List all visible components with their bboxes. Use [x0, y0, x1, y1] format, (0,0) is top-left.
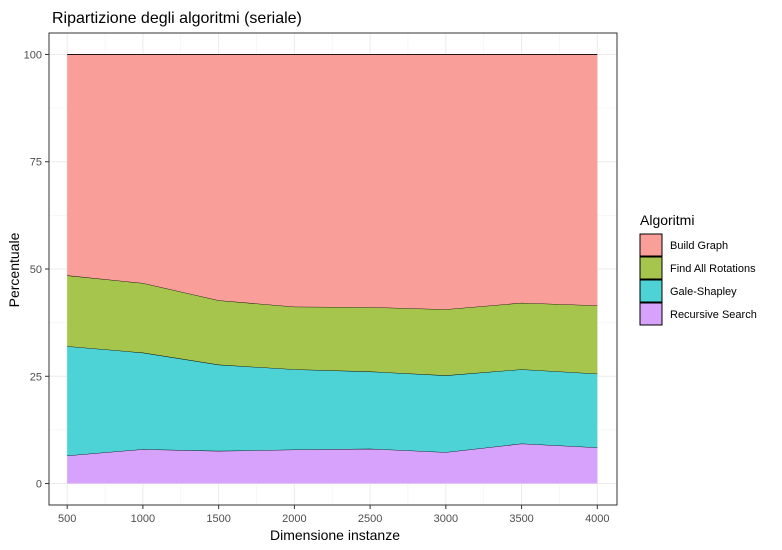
legend-label-find-all-rotations: Find All Rotations: [670, 263, 756, 275]
x-axis-label: Dimensione instanze: [270, 527, 400, 543]
legend-label-gale-shapley: Gale-Shapley: [670, 286, 737, 298]
y-tick-label: 75: [30, 157, 42, 169]
area-find-all-rotations: [67, 275, 598, 376]
legend-key-recursive-search: [639, 302, 663, 326]
legend-key-gale-shapley: [639, 279, 663, 303]
x-tick-label: 3500: [509, 513, 533, 525]
y-axis-label: Percentuale: [6, 232, 22, 307]
x-tick-label: 2500: [358, 513, 382, 525]
legend-label-build-graph: Build Graph: [670, 240, 728, 252]
legend-key-find-all-rotations: [639, 256, 663, 280]
y-tick-label: 0: [36, 479, 42, 491]
area-recursive-search: [67, 443, 598, 484]
y-axis: 0 25 50 75 100: [24, 49, 49, 491]
plot-area: [48, 32, 618, 506]
legend: Algoritmi Build Graph Find All Rotations G…: [639, 212, 757, 326]
area-build-graph: [67, 54, 598, 310]
legend-key-build-graph: [639, 233, 663, 257]
x-tick-label: 1500: [206, 513, 230, 525]
legend-label-recursive-search: Recursive Search: [670, 309, 757, 321]
legend-title: Algoritmi: [640, 212, 694, 228]
y-tick-label: 50: [30, 264, 42, 276]
x-axis: 500 1000 1500 2000 2500 3000 3500 4000: [58, 505, 610, 525]
x-tick-label: 2000: [282, 513, 306, 525]
y-tick-label: 25: [30, 371, 42, 383]
area-gale-shapley: [67, 346, 598, 456]
chart-title: Ripartizione degli algoritmi (seriale): [52, 10, 302, 27]
x-tick-label: 1000: [131, 513, 155, 525]
x-tick-label: 500: [58, 513, 76, 525]
x-tick-label: 3000: [434, 513, 458, 525]
area-layers: [67, 54, 598, 484]
x-tick-label: 4000: [585, 513, 609, 525]
y-tick-label: 100: [24, 49, 42, 61]
